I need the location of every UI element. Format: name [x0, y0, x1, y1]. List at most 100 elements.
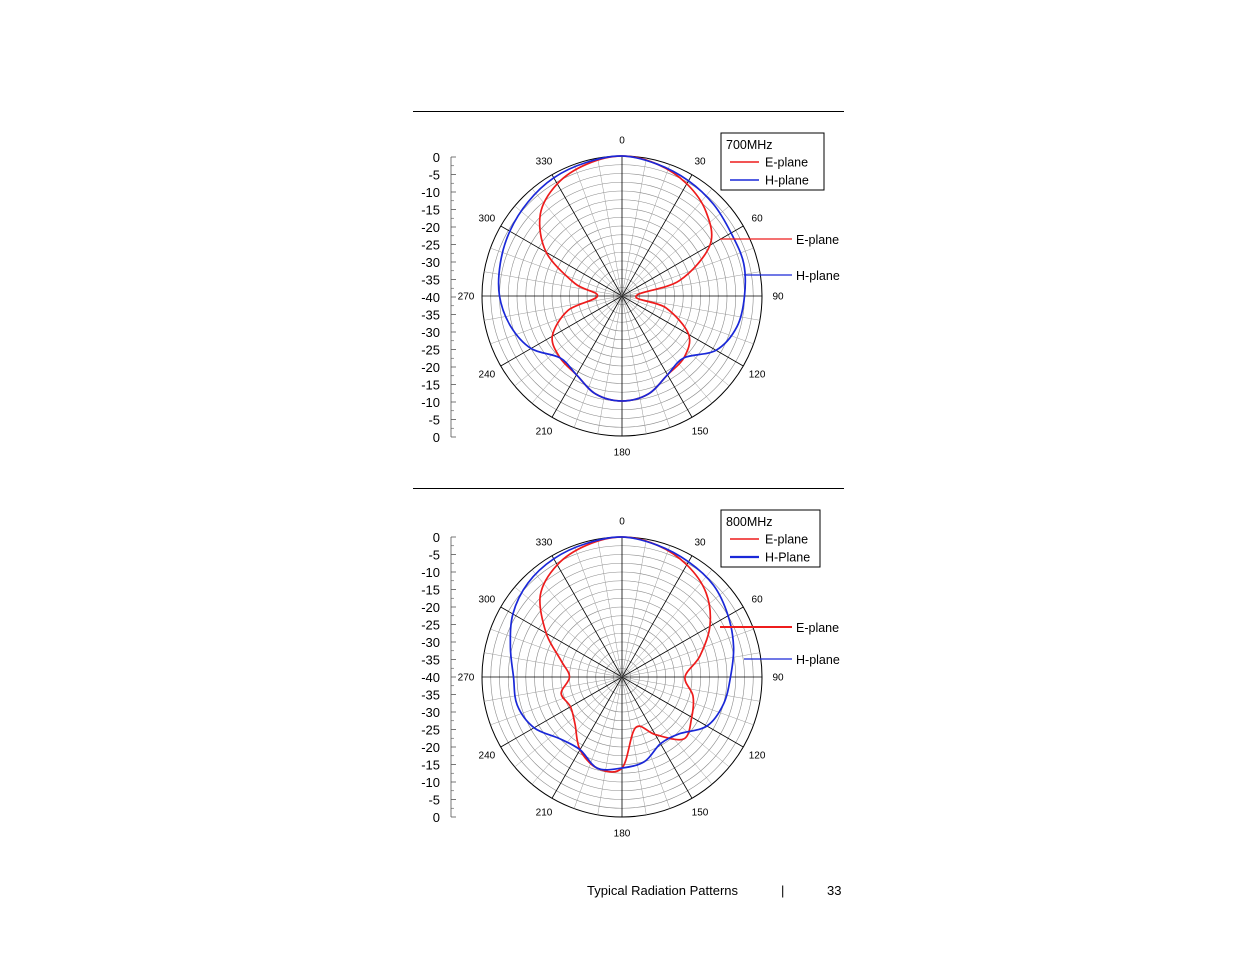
chart2-angle-label: 0	[619, 517, 625, 528]
chart2-grid-spoke	[484, 652, 623, 678]
chart2-angle-label: 120	[749, 751, 766, 762]
chart1-angle-label: 210	[536, 427, 553, 438]
chart1-annotation-label: H-plane	[796, 269, 840, 283]
footer-title: Typical Radiation Patterns	[587, 883, 739, 898]
chart2-grid-spoke	[490, 676, 623, 726]
chart1-radial-label: -30	[421, 325, 440, 340]
chart1-grid-spoke	[621, 295, 754, 345]
chart2-radial-label: -30	[421, 635, 440, 650]
chart2-grid-spoke	[621, 676, 730, 768]
chart2-angle-label: 90	[772, 673, 784, 684]
chart2-grid-spoke	[621, 606, 744, 678]
top-rule-2	[413, 488, 844, 489]
chart1-radial-label: -15	[421, 203, 440, 218]
chart2-legend-entry: E-plane	[765, 533, 808, 547]
chart2-grid-spoke	[621, 545, 671, 678]
chart1-angle-label: 240	[479, 370, 496, 381]
chart2-legend-entry: H-Plane	[765, 551, 810, 565]
chart1-grid-spoke	[573, 164, 623, 297]
chart2-grid-spoke	[621, 676, 647, 815]
chart1-radial-label: -25	[421, 238, 440, 253]
chart2-grid-spoke	[573, 545, 623, 678]
chart2-angle-label: 330	[536, 537, 553, 548]
chart2-grid-spoke	[500, 606, 623, 678]
chart2-angle-label: 210	[536, 808, 553, 819]
chart2-grid-spoke	[621, 569, 713, 678]
chart2-grid-spoke	[597, 676, 623, 815]
chart1-angle-label: 300	[479, 214, 496, 225]
chart1-grid-spoke	[621, 205, 730, 297]
chart2-radial-label: -35	[421, 653, 440, 668]
chart1-grid-spoke	[621, 295, 647, 434]
chart2-grid-spoke	[621, 652, 760, 678]
chart2-radial-label: -5	[428, 793, 440, 808]
chart2-grid-spoke	[621, 586, 730, 678]
footer-separator: |	[781, 883, 785, 898]
chart2-radial-label: -25	[421, 618, 440, 633]
chart1-grid-spoke	[621, 164, 671, 297]
chart2-annotation-label: E-plane	[796, 621, 839, 635]
chart1-grid-spoke	[597, 295, 623, 434]
chart1-grid-spoke	[621, 295, 671, 428]
chart1-radial-label: -35	[421, 273, 440, 288]
chart1-annotation-label: E-plane	[796, 233, 839, 247]
chart1-radial-label: -20	[421, 360, 440, 375]
chart1-grid-spoke	[484, 271, 623, 297]
chart1-grid-spoke	[531, 295, 623, 404]
chart2-radial-label: -5	[428, 548, 440, 563]
chart2-grid-spoke	[621, 628, 754, 678]
chart2-grid-spoke	[551, 555, 623, 678]
chart2-grid-spoke	[621, 676, 754, 726]
chart1-legend-entry: H-plane	[765, 174, 809, 188]
chart2-grid-spoke	[621, 539, 647, 678]
chart2-grid-spoke	[551, 676, 623, 799]
chart1-grid-spoke	[621, 225, 744, 297]
chart1-angle-label: 330	[536, 156, 553, 167]
chart2-radial-label: -10	[421, 775, 440, 790]
chart2-radial-label: -40	[421, 670, 440, 685]
chart1-radial-label: -20	[421, 220, 440, 235]
chart1-grid-spoke	[500, 225, 623, 297]
chart1-grid-spoke	[597, 158, 623, 297]
chart1-grid-spoke	[621, 174, 693, 297]
chart1-grid-spoke	[531, 188, 623, 297]
chart1-radial-label: -5	[428, 413, 440, 428]
chart1-radial-label: 0	[433, 150, 440, 165]
chart2-grid-spoke	[531, 569, 623, 678]
chart2-radial-label: -20	[421, 740, 440, 755]
chart1-grid-spoke	[621, 295, 693, 418]
chart1-radial-label: -10	[421, 395, 440, 410]
chart1-legend-entry: E-plane	[765, 156, 808, 170]
chart1-angle-label: 270	[458, 292, 475, 303]
chart2-angle-label: 30	[694, 537, 706, 548]
chart1-radial-label: -5	[428, 168, 440, 183]
chart2-radial-label: -30	[421, 705, 440, 720]
chart2-grid-spoke	[621, 676, 693, 799]
chart1-grid-spoke	[621, 295, 713, 404]
chart1-radial-label: -30	[421, 255, 440, 270]
chart1-radial-label: -10	[421, 185, 440, 200]
chart1-angle-label: 180	[614, 448, 631, 459]
chart2-radial-label: -15	[421, 758, 440, 773]
chart2-radial-label: -10	[421, 565, 440, 580]
chart2-angle-label: 60	[752, 595, 764, 606]
chart1-angle-label: 90	[772, 292, 784, 303]
chart1-grid-spoke	[621, 295, 730, 387]
chart1-radial-label: -15	[421, 378, 440, 393]
chart2-grid-spoke	[621, 676, 760, 702]
chart2-angle-label: 180	[614, 829, 631, 840]
chart2-grid-spoke	[500, 676, 623, 748]
chart1-angle-label: 0	[619, 136, 625, 147]
chart1-angle-label: 60	[752, 214, 764, 225]
chart2-grid-spoke	[484, 676, 623, 702]
chart2-angle-label: 270	[458, 673, 475, 684]
chart2-grid-spoke	[621, 676, 713, 785]
chart1-grid-spoke	[621, 158, 647, 297]
chart1-radial-label: -35	[421, 308, 440, 323]
chart1-radial-label: -25	[421, 343, 440, 358]
chart2-radial-label: 0	[433, 530, 440, 545]
chart1-radial-label: 0	[433, 430, 440, 445]
chart2-polar-plot	[481, 536, 763, 818]
chart1-angle-label: 30	[694, 156, 706, 167]
